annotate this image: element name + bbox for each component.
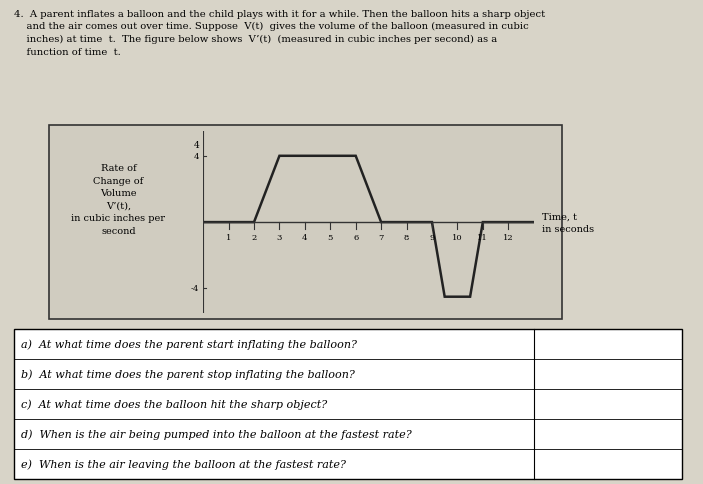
Text: 5: 5 [328, 234, 333, 242]
Text: c)  At what time does the balloon hit the sharp object?: c) At what time does the balloon hit the… [21, 399, 327, 409]
Text: 8: 8 [404, 234, 409, 242]
Text: 4: 4 [194, 152, 199, 161]
Text: 9: 9 [430, 234, 434, 242]
Text: 1: 1 [226, 234, 231, 242]
Text: 10: 10 [452, 234, 463, 242]
Text: 12: 12 [503, 234, 514, 242]
Text: b)  At what time does the parent stop inflating the balloon?: b) At what time does the parent stop inf… [21, 369, 354, 379]
Text: e)  When is the air leaving the balloon at the fastest rate?: e) When is the air leaving the balloon a… [21, 459, 346, 469]
Text: 4: 4 [194, 141, 200, 150]
Text: 7: 7 [378, 234, 384, 242]
Text: -4: -4 [191, 285, 199, 293]
Text: d)  When is the air being pumped into the balloon at the fastest rate?: d) When is the air being pumped into the… [21, 429, 411, 439]
Text: 3: 3 [277, 234, 282, 242]
Text: a)  At what time does the parent start inflating the balloon?: a) At what time does the parent start in… [21, 339, 356, 349]
Text: 11: 11 [477, 234, 488, 242]
Text: Time, t
in seconds: Time, t in seconds [542, 212, 594, 233]
Text: 6: 6 [353, 234, 359, 242]
Text: 4: 4 [302, 234, 308, 242]
Text: Rate of
Change of
Volume
V’(t),
in cubic inches per
second: Rate of Change of Volume V’(t), in cubic… [72, 164, 165, 235]
Text: 2: 2 [252, 234, 257, 242]
Text: 4.  A parent inflates a balloon and the child plays with it for a while. Then th: 4. A parent inflates a balloon and the c… [14, 10, 546, 57]
